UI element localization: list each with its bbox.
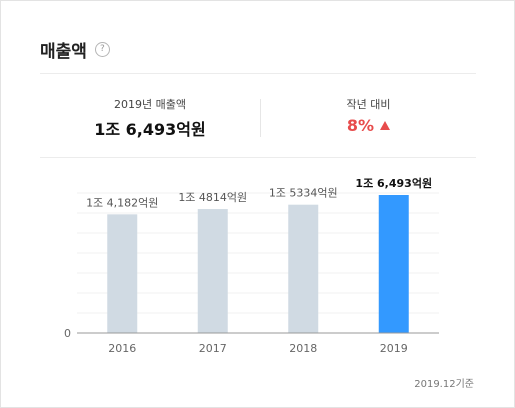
revenue-bar-chart: 1조 4,182억원 2016 1조 4814억원 2017 1조 5334억원 2018… (64, 176, 439, 355)
summary-change-value-wrap: 8% (346, 116, 391, 135)
x-tick-label: 2019 (380, 342, 408, 355)
summary-change-value: 8% (346, 116, 375, 135)
bar-value-label: 1조 4814억원 (178, 191, 247, 204)
y-tick-label: 0 (64, 327, 71, 340)
bar-value-label: 1조 4,182억원 (86, 196, 158, 209)
bar-value-label: 1조 6,493억원 (355, 176, 432, 190)
title-row: 매출액 ? (40, 37, 110, 62)
x-tick-label: 2017 (199, 342, 227, 355)
summary-current-value: 1조 6,493억원 (94, 120, 206, 139)
footnote: 2019.12기준 (414, 379, 474, 390)
top-divider (40, 73, 476, 74)
bar-2019 (378, 195, 409, 333)
x-tick-label: 2018 (289, 342, 317, 355)
revenue-chart: 1조 4,182억원 2016 1조 4814억원 2017 1조 5334억원 2018… (1, 161, 515, 361)
bar-2018 (288, 204, 319, 333)
summary-current: 2019년 매출액 1조 6,493억원 (40, 96, 260, 140)
x-tick-label: 2016 (108, 342, 136, 355)
summary-change-label: 작년 대비 (346, 98, 391, 111)
help-icon[interactable]: ? (94, 42, 110, 57)
summary-divider (40, 157, 476, 158)
triangle-up-icon (380, 121, 391, 130)
summary-change: 작년 대비 8% (261, 96, 476, 135)
bar-value-label: 1조 5334억원 (269, 187, 338, 200)
summary-separator (260, 99, 261, 137)
bar-2016 (107, 214, 138, 333)
page-title: 매출액 (40, 42, 87, 62)
summary-current-label: 2019년 매출액 (114, 98, 186, 111)
bar-2017 (197, 209, 228, 333)
